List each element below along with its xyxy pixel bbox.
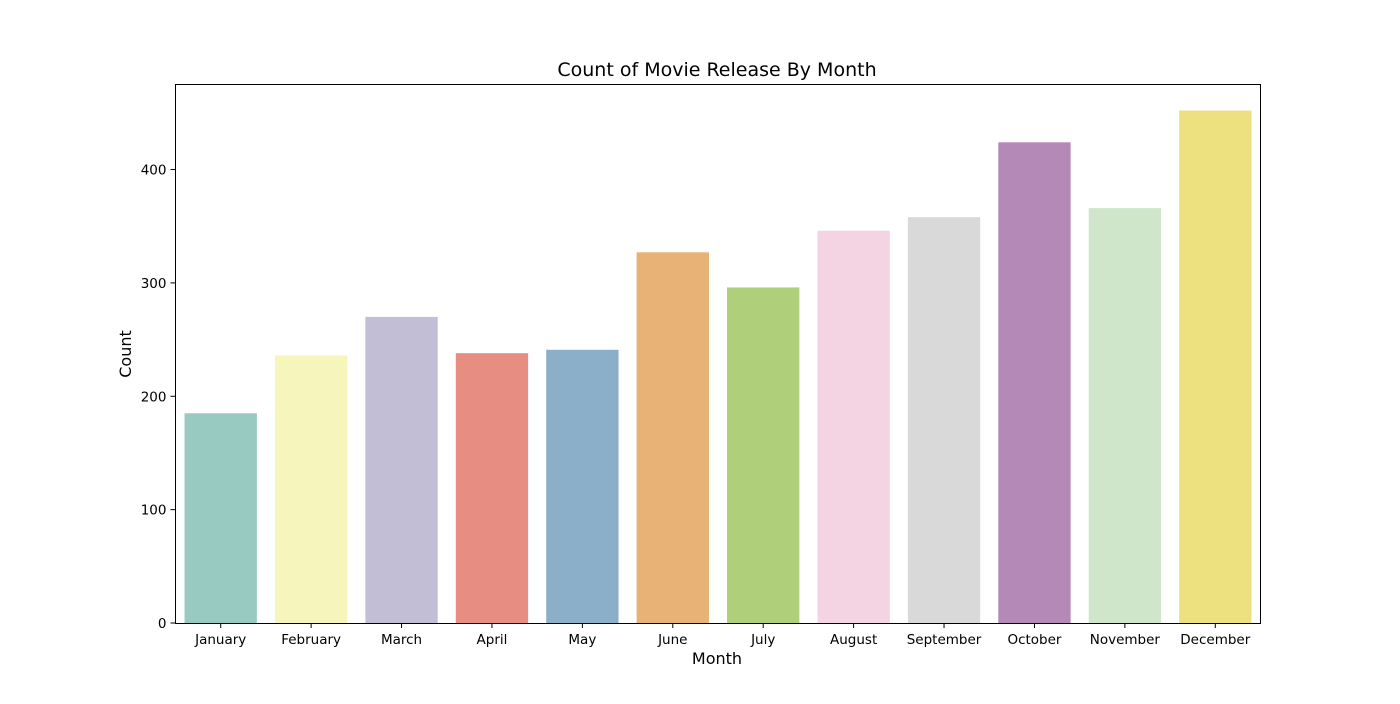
bar-september xyxy=(907,217,981,623)
plot-frame xyxy=(175,84,1261,624)
y-tick-label: 100 xyxy=(141,503,167,519)
bar-april xyxy=(455,353,529,623)
x-axis-label: Month xyxy=(692,649,742,668)
x-tick-label: January xyxy=(194,632,246,648)
bar-december xyxy=(1179,110,1252,624)
x-axis: January February March April May June July Augu… xyxy=(194,623,1251,648)
x-tick-label: August xyxy=(830,632,877,648)
bar-may xyxy=(546,349,619,623)
y-tick-label: 200 xyxy=(141,389,167,405)
x-tick-label: June xyxy=(657,632,687,648)
bar-july xyxy=(727,287,800,623)
x-tick-label: May xyxy=(568,632,596,648)
y-axis: 0 100 200 300 400 xyxy=(141,163,176,632)
x-tick-label: February xyxy=(281,632,341,648)
x-tick-label: July xyxy=(750,632,775,648)
bars-group xyxy=(184,110,1252,624)
chart-title: Count of Movie Release By Month xyxy=(557,59,876,81)
x-tick-label: November xyxy=(1090,632,1161,648)
x-tick-label: September xyxy=(907,632,982,648)
bar-november xyxy=(1088,208,1162,623)
x-tick-label: March xyxy=(381,632,422,648)
bar-october xyxy=(998,142,1071,623)
y-tick-label: 300 xyxy=(141,276,167,292)
x-tick-label: April xyxy=(477,632,508,648)
x-tick-label: October xyxy=(1007,632,1061,648)
bar-august xyxy=(817,230,890,623)
y-tick-label: 0 xyxy=(158,616,167,632)
y-tick-label: 400 xyxy=(141,163,167,179)
x-tick-label: December xyxy=(1180,632,1250,648)
y-axis-label: Count xyxy=(116,330,135,378)
bar-february xyxy=(274,355,348,623)
bar-june xyxy=(636,252,709,623)
bar-march xyxy=(365,316,438,623)
bar-january xyxy=(184,413,257,623)
